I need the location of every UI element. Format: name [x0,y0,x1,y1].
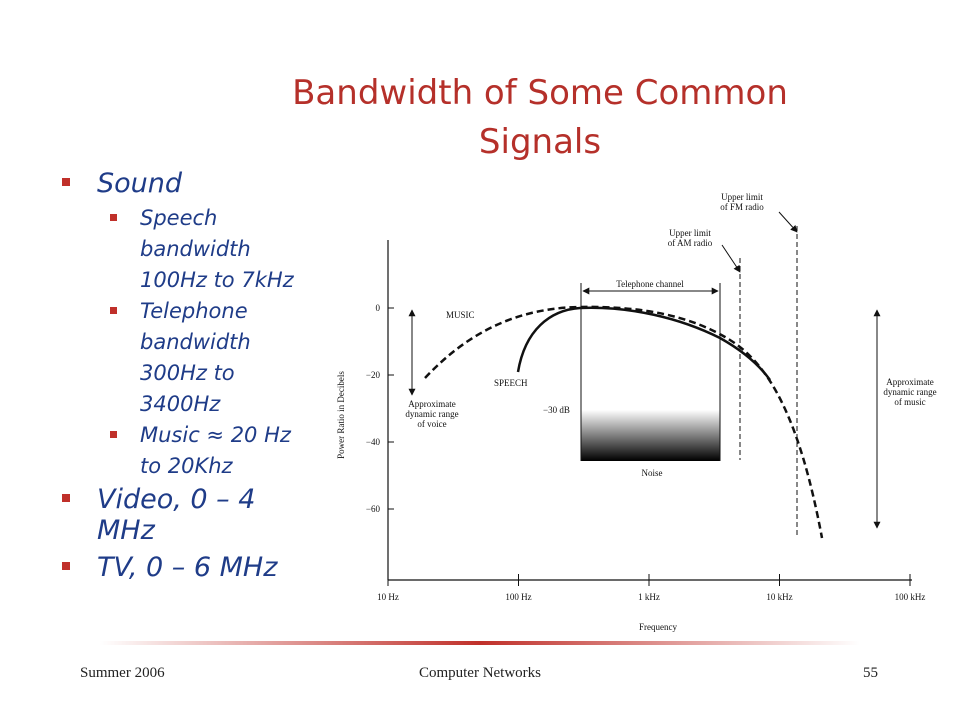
fm-pointer [778,211,798,233]
music-label: MUSIC [446,310,475,320]
sub-bullet-text: bandwidth [140,237,251,261]
bullet-marker [62,562,70,570]
x-tick-label: 10 kHz [766,592,792,602]
sub-bullet-marker [110,214,117,221]
footer-center: Computer Networks [419,665,541,681]
sub-bullet-marker [110,307,117,314]
sub-bullet-text: Music ≈ 20 Hz [140,423,292,447]
voice-range-label: dynamic range [405,409,458,419]
y-tick-label: −20 [366,370,381,380]
bullet-text: MHz [97,515,156,546]
music-range-label: dynamic range [883,387,936,397]
x-axis-label: Frequency [639,622,677,632]
bullet-marker [62,494,70,502]
sub-bullet-text: Telephone [140,299,248,323]
sub-bullet-text: 3400Hz [140,392,221,416]
footer-right: 55 [863,665,878,681]
music-curve [424,305,824,539]
title-line: Signals [479,122,601,162]
sub-bullet-text: Speech [140,206,217,230]
y-tick-label: −40 [366,437,381,447]
sub-bullet-text: 300Hz to [140,361,235,385]
y-tick-label: 0 [376,303,381,313]
figure: Power Ratio in Decibels Frequency 0 −20 −4… [336,192,937,632]
voice-range-label: of voice [417,419,446,429]
y-tick-label: −60 [366,504,381,514]
noise-level-label: −30 dB [543,405,570,415]
channel-label: Telephone channel [616,279,684,289]
speech-curve [516,306,772,381]
fm-limit-label: of FM radio [720,202,764,212]
sub-bullet-text: bandwidth [140,330,251,354]
x-tick-label: 100 kHz [895,592,926,602]
am-limit-label: Upper limit [669,228,711,238]
fm-limit-label: Upper limit [721,192,763,202]
music-range-label: Approximate [886,377,934,387]
bullet-text: Video, 0 – 4 [97,484,255,515]
x-tick-label: 100 Hz [505,592,531,602]
noise-band [581,410,720,461]
am-limit-label: of AM radio [668,238,713,248]
y-axis-label: Power Ratio in Decibels [336,371,346,459]
noise-label: Noise [642,468,663,478]
bullet-marker [62,178,70,186]
sub-bullet-marker [110,431,117,438]
voice-range-label: Approximate [408,399,456,409]
speech-label: SPEECH [494,378,528,388]
x-tick-label: 10 Hz [377,592,399,602]
footer-left: Summer 2006 [80,665,165,681]
sub-bullet-text: 100Hz to 7kHz [140,268,295,292]
title-line: Bandwidth of Some Common [292,73,788,113]
x-tick-label: 1 kHz [638,592,660,602]
bullet-text: Sound [97,168,183,199]
sub-bullet-text: to 20Khz [140,454,234,478]
am-pointer [721,244,741,273]
bullet-text: TV, 0 – 6 MHz [97,552,278,583]
footer-rule [100,641,860,645]
bullet-list: Sound Speech bandwidth 100Hz to 7kHz Telepho… [62,168,295,583]
music-range-label: of music [894,397,925,407]
